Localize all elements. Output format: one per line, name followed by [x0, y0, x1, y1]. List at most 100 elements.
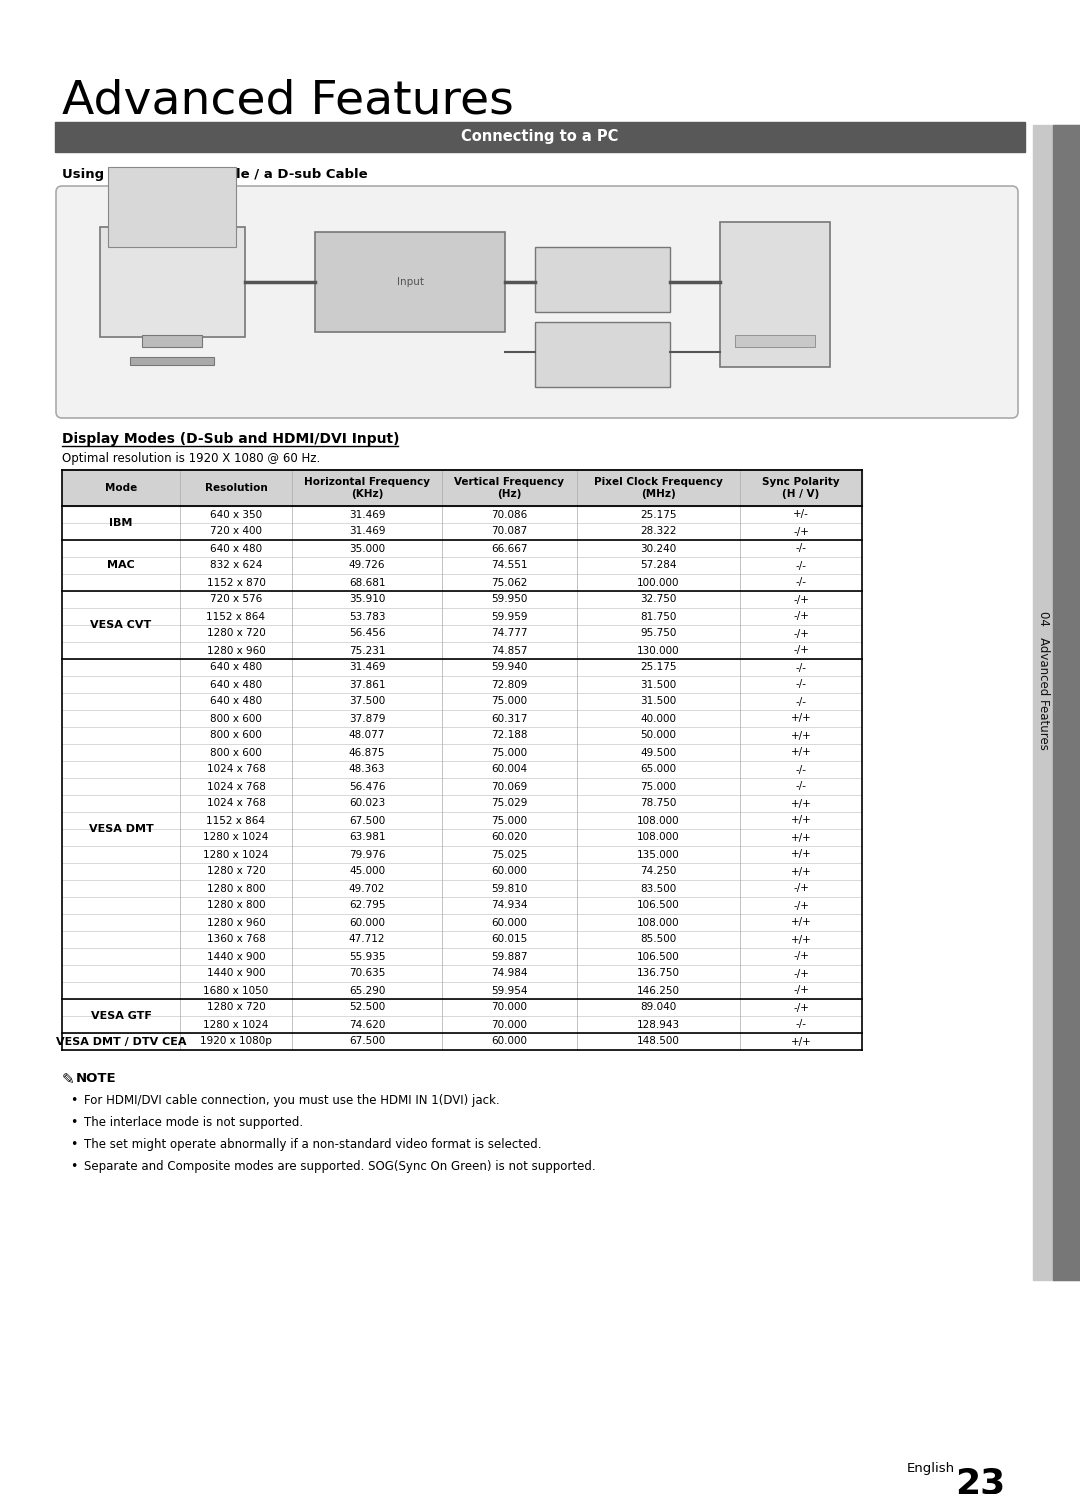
FancyBboxPatch shape: [56, 185, 1018, 418]
Text: 148.500: 148.500: [637, 1037, 680, 1046]
Text: -/-: -/-: [796, 696, 807, 707]
Text: 60.000: 60.000: [491, 867, 527, 877]
Text: +/+: +/+: [791, 867, 811, 877]
Text: 130.000: 130.000: [637, 645, 679, 656]
Text: -/-: -/-: [796, 765, 807, 774]
Text: 72.809: 72.809: [491, 680, 528, 690]
Text: 67.500: 67.500: [349, 816, 386, 826]
Text: 1280 x 1024: 1280 x 1024: [203, 850, 269, 859]
Text: Horizontal Frequency
(KHz): Horizontal Frequency (KHz): [303, 477, 430, 499]
Text: +/+: +/+: [791, 798, 811, 808]
Text: 720 x 576: 720 x 576: [210, 595, 262, 605]
Text: 49.702: 49.702: [349, 883, 386, 893]
Text: 83.500: 83.500: [640, 883, 677, 893]
Text: 59.950: 59.950: [491, 595, 528, 605]
Text: 75.062: 75.062: [491, 578, 528, 587]
Text: 59.810: 59.810: [491, 883, 528, 893]
Text: +/+: +/+: [791, 935, 811, 944]
Text: 66.667: 66.667: [491, 544, 528, 553]
Bar: [1032, 125, 1080, 1280]
Text: 70.635: 70.635: [349, 968, 386, 979]
Text: 70.000: 70.000: [491, 1019, 527, 1029]
Text: 800 x 600: 800 x 600: [211, 731, 262, 741]
Text: 23: 23: [955, 1467, 1005, 1494]
Text: 37.879: 37.879: [349, 714, 386, 723]
Text: 45.000: 45.000: [349, 867, 386, 877]
Text: -/-: -/-: [796, 578, 807, 587]
Text: 59.940: 59.940: [491, 662, 528, 672]
Text: 31.469: 31.469: [349, 662, 386, 672]
Text: 25.175: 25.175: [640, 509, 677, 520]
Text: -/-: -/-: [796, 781, 807, 792]
Text: -/+: -/+: [793, 526, 809, 536]
Text: 75.000: 75.000: [491, 696, 527, 707]
Text: 1360 x 768: 1360 x 768: [206, 935, 266, 944]
Text: 800 x 600: 800 x 600: [211, 747, 262, 757]
Text: 1280 x 1024: 1280 x 1024: [203, 1019, 269, 1029]
Text: 75.000: 75.000: [640, 781, 676, 792]
Text: Sync Polarity
(H / V): Sync Polarity (H / V): [762, 477, 840, 499]
Text: 1680 x 1050: 1680 x 1050: [203, 986, 269, 995]
Text: -/+: -/+: [793, 1002, 809, 1013]
Text: 640 x 350: 640 x 350: [210, 509, 262, 520]
Bar: [130, 357, 214, 365]
Text: 75.029: 75.029: [491, 798, 528, 808]
Text: 640 x 480: 640 x 480: [210, 662, 262, 672]
Text: -/+: -/+: [793, 901, 809, 910]
Text: 35.000: 35.000: [349, 544, 386, 553]
Text: +/+: +/+: [791, 714, 811, 723]
Text: +/+: +/+: [791, 917, 811, 928]
Text: 72.188: 72.188: [491, 731, 528, 741]
Text: VESA CVT: VESA CVT: [91, 620, 151, 630]
Text: 1280 x 1024: 1280 x 1024: [203, 832, 269, 843]
Text: 55.935: 55.935: [349, 952, 386, 962]
Text: 70.069: 70.069: [491, 781, 528, 792]
Text: Connecting to a PC: Connecting to a PC: [461, 130, 619, 145]
Text: VESA GTF: VESA GTF: [91, 1011, 151, 1020]
Bar: [735, 335, 815, 347]
Text: 100.000: 100.000: [637, 578, 679, 587]
Text: 136.750: 136.750: [637, 968, 680, 979]
Text: 106.500: 106.500: [637, 901, 680, 910]
Text: 49.726: 49.726: [349, 560, 386, 571]
Text: 68.681: 68.681: [349, 578, 386, 587]
Text: •: •: [70, 1159, 78, 1173]
Text: •: •: [70, 1138, 78, 1150]
Text: 832 x 624: 832 x 624: [210, 560, 262, 571]
Text: 1440 x 900: 1440 x 900: [206, 952, 266, 962]
Text: 35.910: 35.910: [349, 595, 386, 605]
Text: +/+: +/+: [791, 1037, 811, 1046]
Text: 108.000: 108.000: [637, 917, 679, 928]
Text: 75.025: 75.025: [491, 850, 528, 859]
Text: 81.750: 81.750: [640, 611, 677, 622]
Bar: [720, 223, 831, 368]
Text: 60.000: 60.000: [491, 917, 527, 928]
Text: +/+: +/+: [791, 731, 811, 741]
Text: 65.000: 65.000: [640, 765, 676, 774]
Text: 1920 x 1080p: 1920 x 1080p: [200, 1037, 272, 1046]
Text: 108.000: 108.000: [637, 832, 679, 843]
Text: 1152 x 864: 1152 x 864: [206, 611, 266, 622]
Text: 28.322: 28.322: [640, 526, 677, 536]
Text: Vertical Frequency
(Hz): Vertical Frequency (Hz): [455, 477, 565, 499]
Text: 31.500: 31.500: [640, 696, 677, 707]
Text: 1280 x 800: 1280 x 800: [206, 883, 266, 893]
Text: 1152 x 864: 1152 x 864: [206, 816, 266, 826]
Text: 62.795: 62.795: [349, 901, 386, 910]
Bar: [100, 227, 245, 338]
Text: -/+: -/+: [793, 595, 809, 605]
Text: Using an HDMI/DVI Cable / a D-sub Cable: Using an HDMI/DVI Cable / a D-sub Cable: [62, 167, 367, 181]
Text: 70.087: 70.087: [491, 526, 528, 536]
Text: 1280 x 720: 1280 x 720: [206, 1002, 266, 1013]
Text: 78.750: 78.750: [640, 798, 677, 808]
Text: 56.456: 56.456: [349, 629, 386, 638]
Text: 74.620: 74.620: [349, 1019, 386, 1029]
Text: 48.363: 48.363: [349, 765, 386, 774]
Text: -/+: -/+: [793, 952, 809, 962]
Text: 70.086: 70.086: [491, 509, 528, 520]
Text: -/+: -/+: [793, 986, 809, 995]
Text: 59.954: 59.954: [491, 986, 528, 995]
Text: 53.783: 53.783: [349, 611, 386, 622]
Text: 74.250: 74.250: [640, 867, 677, 877]
Bar: [315, 232, 505, 332]
